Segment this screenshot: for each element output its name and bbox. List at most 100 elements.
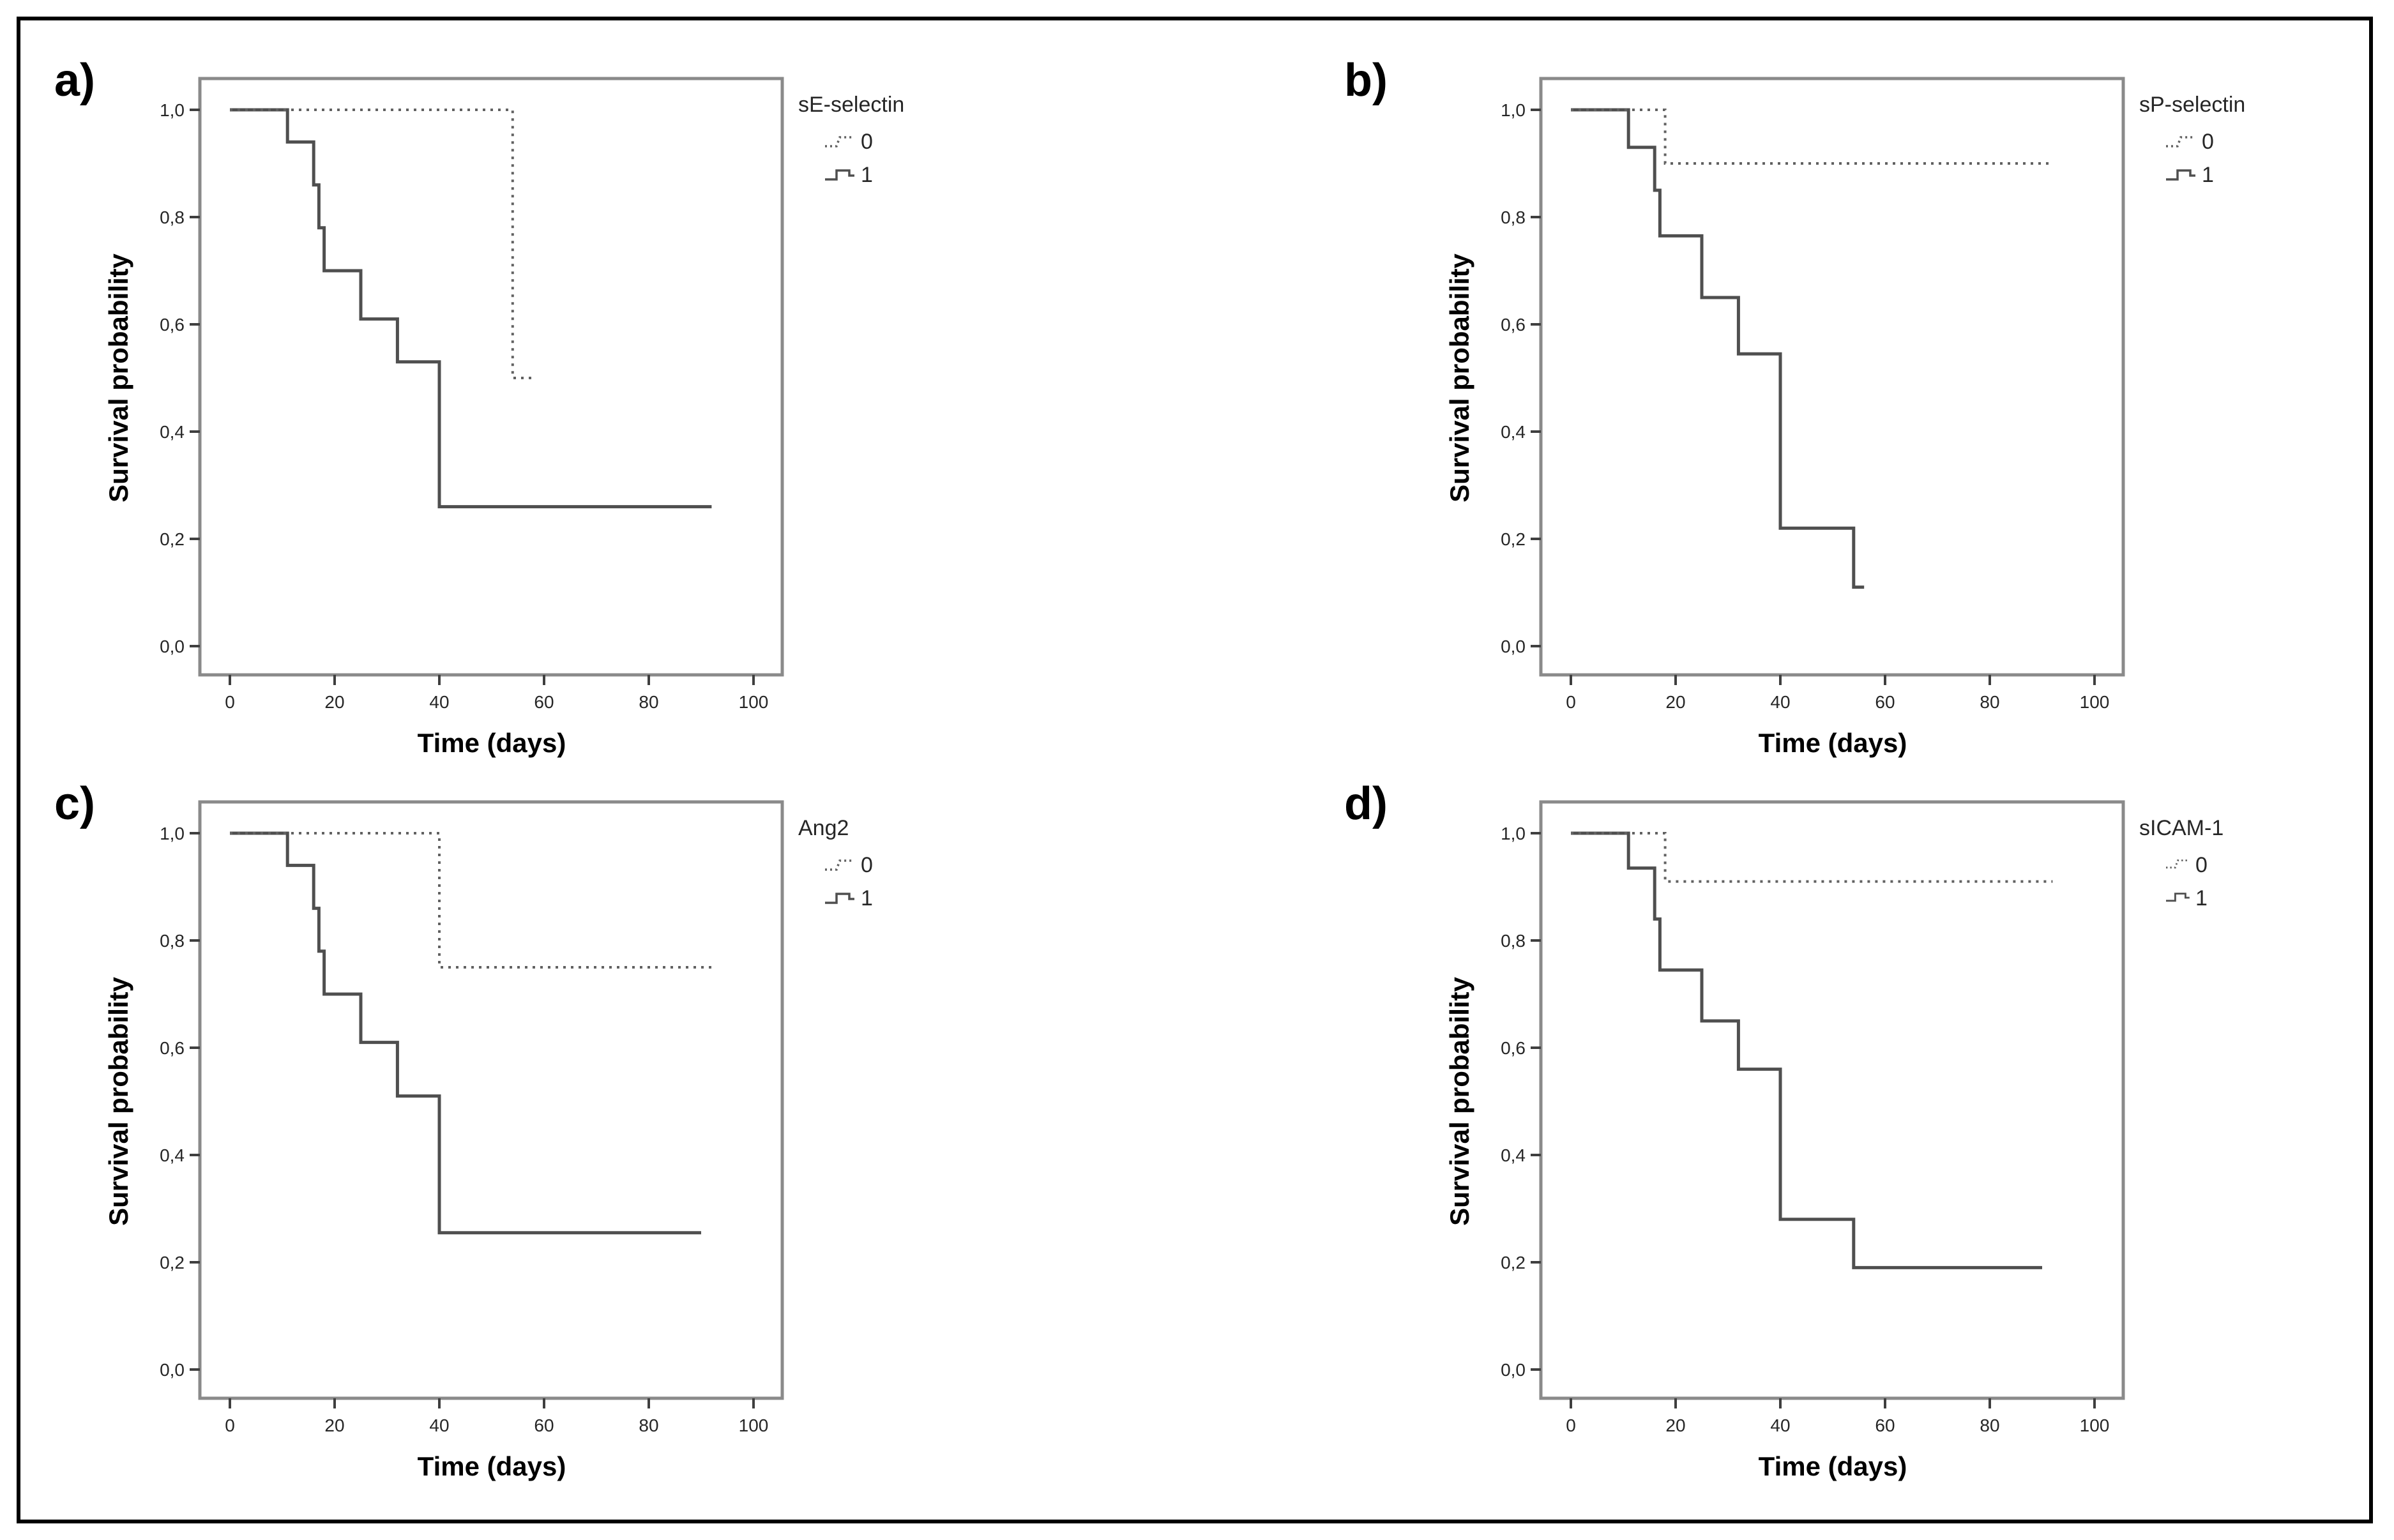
x-tick-label: 20: [1665, 692, 1685, 712]
y-axis: 1,0 0,8 0,6 0,4 0,2 0,0: [1501, 824, 1541, 1380]
legend: Ang2 0 1: [798, 816, 873, 910]
legend-entry: 1: [825, 886, 873, 910]
legend-line-dotted-icon: [825, 859, 854, 871]
x-axis-title: Time (days): [418, 1451, 566, 1481]
survival-curve-group-0: [1571, 832, 2053, 883]
x-tick-label: 0: [1566, 1415, 1576, 1435]
legend-line-dotted-icon: [2166, 136, 2195, 147]
x-tick-label: 100: [2080, 1415, 2110, 1435]
y-tick-label: 0,4: [160, 1145, 185, 1165]
legend-entry-label: 1: [2195, 886, 2208, 910]
legend-entry-label: 0: [861, 130, 873, 154]
y-tick-label: 1,0: [160, 824, 185, 843]
x-tick-label: 20: [324, 692, 344, 712]
legend-title: Ang2: [798, 816, 849, 840]
survival-curve-group-1: [1571, 831, 2042, 1269]
survival-curve-group-0: [230, 832, 712, 969]
y-tick-label: 0,8: [160, 931, 185, 951]
legend-entry: 1: [825, 163, 873, 187]
y-tick-label: 0,6: [1501, 1038, 1526, 1058]
legend-entry-label: 1: [861, 886, 873, 910]
y-tick-label: 0,8: [1501, 931, 1526, 951]
panel-b: b) 1,0 0,8 0,6 0,4 0,2 0,0 0 20 40 60 80 100 Time (da…: [1344, 55, 2245, 758]
legend: sICAM-1 0 1: [2139, 816, 2224, 910]
legend-entry-label: 0: [861, 853, 873, 877]
x-tick-label: 100: [739, 1415, 769, 1435]
legend-entry: 0: [2166, 130, 2214, 154]
legend-entry: 0: [825, 130, 873, 154]
y-axis: 1,0 0,8 0,6 0,4 0,2 0,0: [160, 100, 200, 656]
survival-curve-group-0: [1571, 109, 2053, 165]
x-tick-label: 60: [534, 692, 554, 712]
x-tick-label: 0: [1566, 692, 1576, 712]
y-tick-label: 0,6: [160, 315, 185, 335]
panel-label: a): [54, 55, 95, 106]
survival-curve-group-1: [230, 831, 701, 1235]
plot-frame: [1539, 800, 2125, 1400]
legend: sE-selectin 0 1: [798, 93, 904, 187]
panel-d: d) 1,0 0,8 0,6 0,4 0,2 0,0 0 20 40 60 80 100 Time (da…: [1344, 778, 2224, 1481]
x-tick-label: 40: [1770, 692, 1790, 712]
y-tick-label: 0,6: [160, 1038, 185, 1058]
x-tick-label: 80: [639, 1415, 658, 1435]
x-axis: 0 20 40 60 80 100: [1566, 1398, 2109, 1435]
y-tick-label: 0,6: [1501, 315, 1526, 335]
x-tick-label: 100: [2080, 692, 2110, 712]
legend-line-dotted-icon: [2166, 859, 2190, 869]
x-axis: 0 20 40 60 80 100: [225, 675, 768, 712]
y-tick-label: 1,0: [160, 100, 185, 120]
legend-line-solid-icon: [825, 169, 854, 181]
y-tick-label: 0,2: [1501, 529, 1526, 549]
x-tick-label: 0: [225, 1415, 235, 1435]
y-tick-label: 0,0: [1501, 637, 1526, 656]
x-tick-label: 40: [429, 1415, 449, 1435]
panel-label: c): [54, 778, 95, 829]
panel-label: d): [1344, 778, 1388, 829]
x-tick-label: 0: [225, 692, 235, 712]
y-tick-label: 0,8: [1501, 208, 1526, 227]
y-axis-title: Survival probability: [103, 253, 133, 502]
legend-entry-label: 1: [2202, 163, 2214, 187]
panel-a: a) 1,0 0,8 0,6 0,4 0,2 0,0 0 20 40 60 80 100 Time (da…: [54, 55, 904, 758]
x-tick-label: 100: [739, 692, 769, 712]
x-tick-label: 80: [639, 692, 658, 712]
survival-curve-group-0: [230, 109, 534, 379]
legend-entry-label: 0: [2202, 130, 2214, 154]
y-tick-label: 0,4: [1501, 422, 1526, 442]
x-tick-label: 80: [1980, 692, 1999, 712]
y-tick-label: 0,0: [1501, 1360, 1526, 1380]
x-tick-label: 20: [324, 1415, 344, 1435]
legend-entry: 0: [2166, 853, 2208, 877]
x-tick-label: 40: [429, 692, 449, 712]
legend-line-solid-icon: [2166, 169, 2195, 181]
x-axis-title: Time (days): [1759, 728, 1907, 758]
x-tick-label: 80: [1980, 1415, 1999, 1435]
x-axis-title: Time (days): [418, 728, 566, 758]
y-tick-label: 0,4: [160, 422, 185, 442]
x-axis: 0 20 40 60 80 100: [1566, 675, 2109, 712]
y-axis-title: Survival probability: [103, 976, 133, 1225]
legend-entry: 1: [2166, 886, 2208, 910]
legend-line-solid-icon: [2166, 893, 2190, 902]
y-tick-label: 0,2: [160, 1253, 185, 1272]
y-axis-title: Survival probability: [1444, 253, 1474, 502]
legend-title: sICAM-1: [2139, 816, 2224, 840]
x-axis: 0 20 40 60 80 100: [225, 1398, 768, 1435]
survival-curve-group-1: [230, 108, 712, 509]
y-tick-label: 0,0: [160, 1360, 185, 1380]
legend-title: sP-selectin: [2139, 93, 2245, 117]
y-tick-label: 0,0: [160, 637, 185, 656]
plot-frame: [198, 800, 784, 1400]
x-axis-title: Time (days): [1759, 1451, 1907, 1481]
x-tick-label: 60: [534, 1415, 554, 1435]
legend: sP-selectin 0 1: [2139, 93, 2245, 187]
legend-entry-label: 0: [2195, 853, 2208, 877]
x-tick-label: 60: [1875, 692, 1895, 712]
plot-frame: [198, 77, 784, 677]
legend-entry: 1: [2166, 163, 2214, 187]
y-tick-label: 1,0: [1501, 824, 1526, 843]
y-axis: 1,0 0,8 0,6 0,4 0,2 0,0: [1501, 100, 1541, 656]
y-tick-label: 0,4: [1501, 1145, 1526, 1165]
y-axis: 1,0 0,8 0,6 0,4 0,2 0,0: [160, 824, 200, 1380]
